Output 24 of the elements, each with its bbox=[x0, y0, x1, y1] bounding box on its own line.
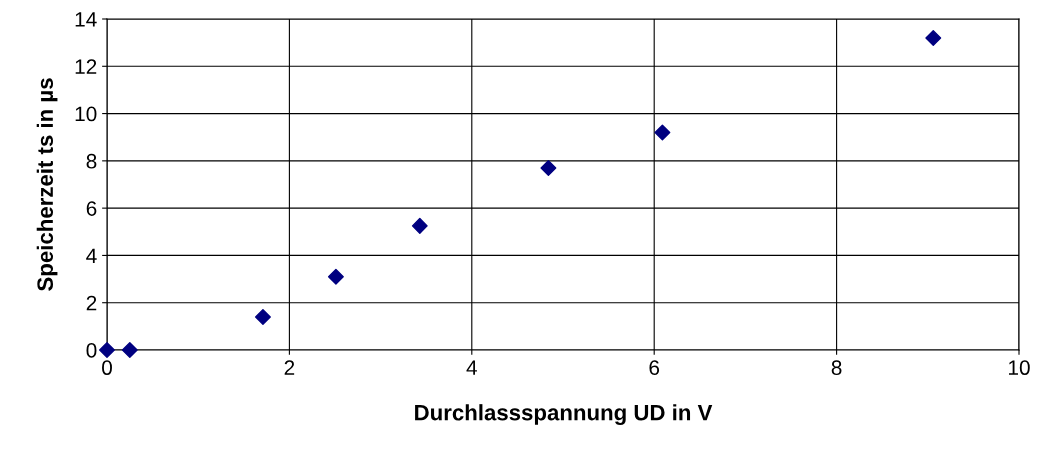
point bbox=[925, 29, 942, 46]
y-tick-label: 2 bbox=[86, 295, 97, 311]
point bbox=[121, 342, 138, 358]
x-tick-label: 6 bbox=[649, 360, 660, 376]
point bbox=[327, 268, 344, 285]
point bbox=[254, 308, 271, 325]
x-axis-title: Durchlassspannung UD in V bbox=[415, 404, 713, 425]
point bbox=[411, 217, 428, 234]
x-tick-label: 2 bbox=[284, 360, 295, 375]
y-tick-label: 4 bbox=[86, 248, 97, 263]
x-tick-label: 8 bbox=[831, 360, 842, 376]
x-tick-label: 4 bbox=[466, 360, 477, 375]
y-axis-title: Speicherzeit ts in µs bbox=[36, 78, 58, 291]
y-tick-label: 8 bbox=[86, 153, 97, 169]
point bbox=[540, 159, 557, 176]
y-tick-label: 6 bbox=[86, 201, 97, 216]
y-tick-label: 12 bbox=[75, 59, 97, 74]
y-tick-label: 14 bbox=[75, 12, 97, 27]
point bbox=[99, 342, 115, 358]
x-tick-label: 10 bbox=[1009, 360, 1030, 376]
y-tick-label: 10 bbox=[75, 106, 97, 122]
x-tick-label: 0 bbox=[102, 360, 112, 376]
y-tick-label: 0 bbox=[86, 343, 97, 358]
point bbox=[654, 124, 671, 141]
